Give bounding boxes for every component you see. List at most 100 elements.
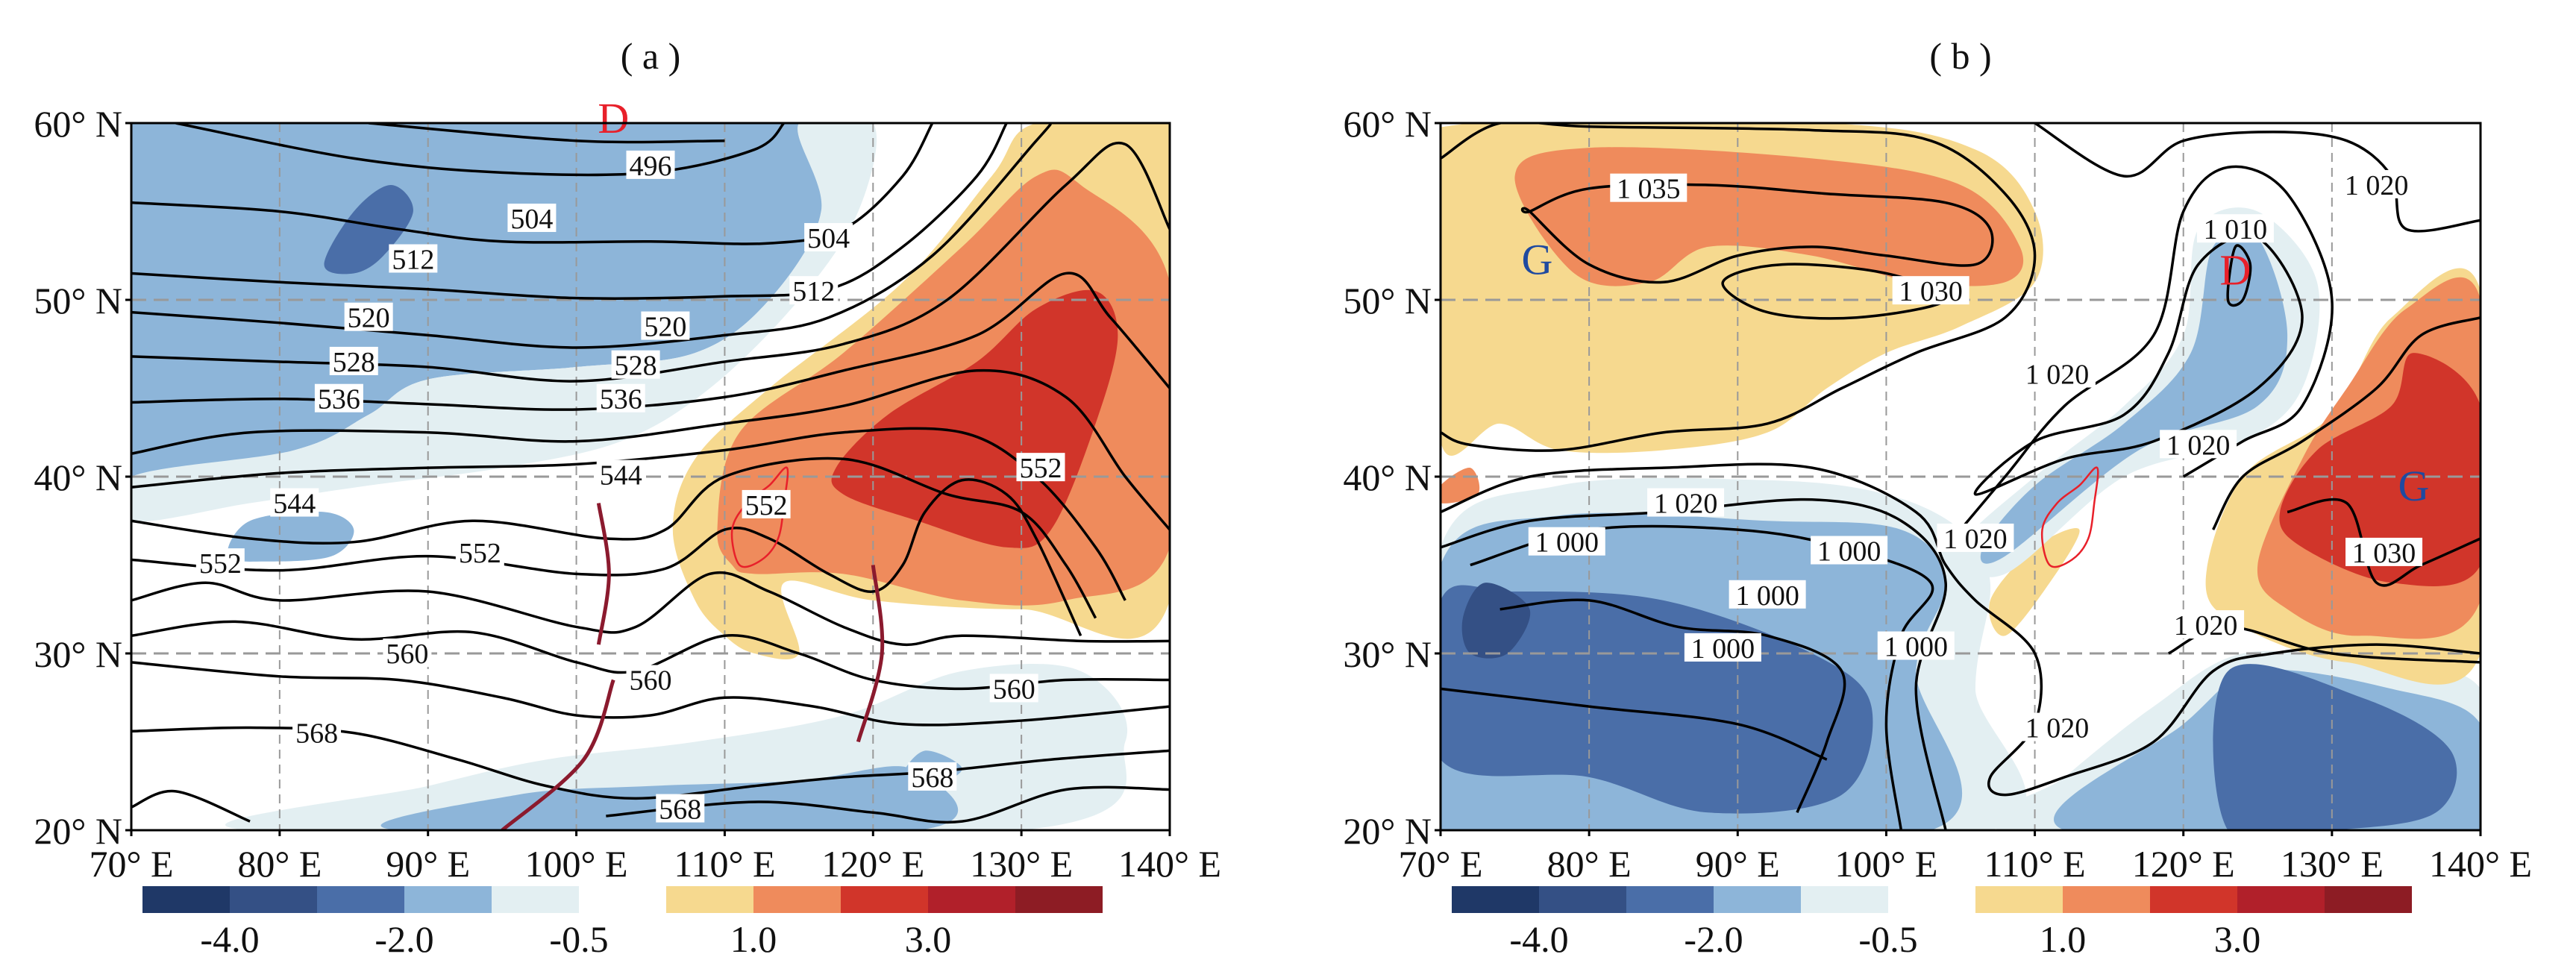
contour-label-bg — [195, 548, 245, 577]
contour-label: 560 — [630, 665, 672, 697]
colorbar-label: 3.0 — [2214, 918, 2261, 960]
x-tick-label: 80° E — [237, 843, 322, 885]
colorbar-swatch — [1626, 886, 1714, 913]
contour-label-bg — [455, 537, 504, 566]
pressure-center-D: D — [2219, 246, 2251, 295]
x-tick-label: 130° E — [970, 843, 1073, 885]
contour-label: 1 030 — [2352, 538, 2416, 569]
anomaly-shading — [227, 511, 354, 562]
y-tick-label: 60° N — [1343, 103, 1432, 145]
contour-line — [131, 123, 1053, 349]
contour-label-bg — [1684, 633, 1761, 662]
contour-label-bg — [2018, 712, 2096, 741]
x-tick-label: 90° E — [1696, 843, 1780, 885]
contour-line — [131, 123, 934, 245]
colorbar-label: -2.0 — [375, 918, 433, 960]
contour-label-bg — [292, 718, 342, 747]
anomaly-shading — [831, 289, 1118, 548]
y-tick-label: 50° N — [1343, 280, 1432, 321]
contour-label: 1 000 — [1535, 527, 1599, 559]
colorbar-swatch — [2237, 886, 2325, 913]
x-tick-label: 140° E — [1118, 843, 1221, 885]
contour-line — [131, 478, 1082, 637]
contour-label: 544 — [273, 489, 316, 520]
contour-label-bg — [626, 150, 675, 179]
x-tick-label: 100° E — [1834, 843, 1937, 885]
colorbar-swatch — [753, 886, 841, 913]
x-tick-label: 120° E — [821, 843, 924, 885]
panel-title: ( a ) — [621, 35, 681, 77]
contour-line — [1499, 598, 1846, 813]
contour-label: 552 — [459, 538, 501, 569]
contour-label-bg — [1892, 276, 1969, 305]
colorbar-swatch — [2150, 886, 2237, 913]
contour-line — [131, 571, 1170, 647]
colorbar-swatch — [492, 886, 579, 913]
contour-label: 512 — [792, 276, 835, 307]
anomaly-shading — [1980, 229, 2288, 564]
contour-label: 560 — [386, 639, 428, 670]
panel-title: ( b ) — [1929, 35, 1991, 77]
contour-label-bg — [742, 489, 791, 518]
colorbar-label: -0.5 — [549, 918, 608, 960]
x-tick-label: 140° E — [2429, 843, 2532, 885]
contour-label: 1 000 — [1884, 632, 1949, 663]
colorbar-swatch — [1975, 886, 2063, 913]
y-tick-label: 20° N — [34, 810, 122, 852]
colorbar-swatch — [1714, 886, 1801, 913]
contour-label: 1 020 — [1943, 524, 2008, 555]
colorbar-label: -4.0 — [1509, 918, 1568, 960]
contour-label-bg — [626, 665, 675, 694]
contour-line — [2211, 316, 2481, 530]
colorbar-swatch — [2063, 886, 2150, 913]
contour-label-bg — [2196, 214, 2274, 243]
anomaly-shading — [1441, 585, 1873, 814]
contour-label: 560 — [993, 674, 1035, 705]
x-tick-label: 70° E — [89, 843, 173, 885]
x-tick-label: 90° E — [386, 843, 470, 885]
colorbar-swatch — [2325, 886, 2412, 913]
contour-label-bg — [2018, 359, 2096, 388]
anomaly-shading — [1461, 583, 1531, 659]
contour-label: 1 000 — [1691, 633, 1755, 665]
contour-label-bg — [2338, 169, 2416, 198]
contour-label: 568 — [659, 794, 701, 826]
colorbar-label: -2.0 — [1684, 918, 1743, 960]
contour-label-bg — [2345, 537, 2423, 566]
contour-line — [131, 427, 1126, 601]
contour-label-bg — [383, 639, 432, 667]
contour-label: 536 — [600, 384, 642, 415]
contour-label: 504 — [807, 223, 850, 254]
contour-label-bg — [1016, 453, 1065, 482]
colorbar-swatch — [142, 886, 230, 913]
region-outline — [2040, 466, 2099, 568]
contour-label: 1 035 — [1617, 174, 1681, 205]
contour-line — [131, 123, 1008, 300]
colorbar-swatch — [1452, 886, 1539, 913]
x-tick-label: 110° E — [1984, 843, 2085, 885]
x-tick-label: 70° E — [1398, 843, 1482, 885]
x-tick-label: 80° E — [1547, 843, 1632, 885]
contour-label-bg — [270, 488, 319, 517]
pressure-center-D: D — [598, 94, 629, 142]
contour-label-bg — [1877, 631, 1955, 660]
contour-label-bg — [804, 223, 853, 252]
contour-line — [1441, 123, 2037, 452]
colorbar-swatch — [1015, 886, 1103, 913]
colorbar-swatch — [230, 886, 317, 913]
contour-label: 1 020 — [2025, 360, 2090, 391]
contour-label-bg — [989, 674, 1038, 703]
contour-line — [1441, 687, 1828, 761]
contour-label: 520 — [348, 303, 390, 334]
pressure-center-G: G — [1521, 235, 1552, 283]
contour-label-bg — [329, 346, 378, 375]
contour-label-bg — [2167, 610, 2245, 639]
contour-label-bg — [2160, 430, 2237, 459]
colorbar-swatch — [666, 886, 753, 913]
y-tick-label: 60° N — [34, 103, 122, 145]
contour-label: 528 — [333, 347, 375, 378]
contour-label-bg — [1528, 527, 1605, 556]
contour-label: 1 020 — [2025, 713, 2090, 744]
contour-line — [131, 457, 1097, 619]
